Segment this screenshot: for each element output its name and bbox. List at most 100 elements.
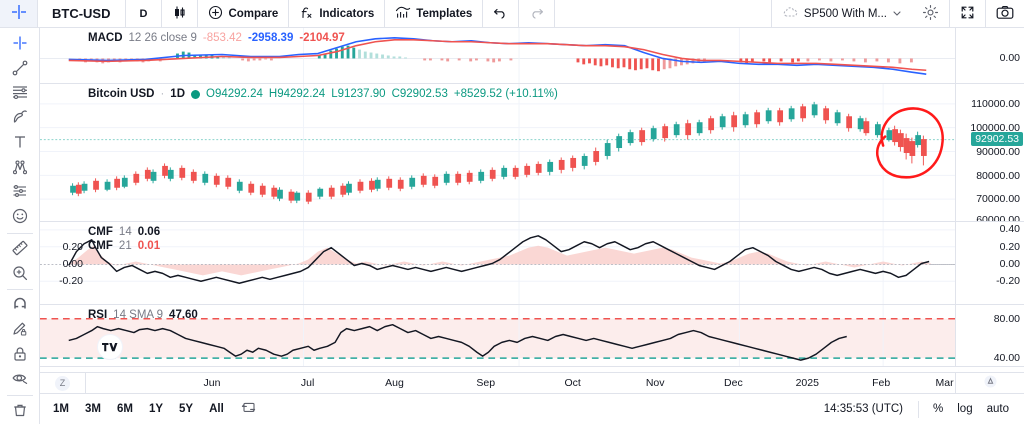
clock-label[interactable]: 14:35:53 (UTC) bbox=[823, 403, 904, 415]
range-1m-button[interactable]: 1M bbox=[53, 403, 69, 415]
undo-arrow-icon bbox=[493, 5, 508, 22]
horizontal-lines-tool[interactable] bbox=[4, 82, 36, 107]
cmf14-line bbox=[68, 235, 930, 284]
time-label-oct: Oct bbox=[564, 377, 581, 389]
cmf-left-scale: 0.20 0.00 -0.20 bbox=[40, 222, 86, 304]
log-scale-toggle[interactable]: log bbox=[957, 403, 973, 415]
measure-tool[interactable] bbox=[4, 237, 36, 262]
hide-drawings-tool[interactable] bbox=[4, 368, 36, 393]
templates-button[interactable]: Templates bbox=[385, 0, 484, 27]
cmf-pane[interactable]: 0.20 0.00 -0.20 CMF 14 0.06 CMF 21 0.01 bbox=[40, 222, 1024, 305]
toolbar-divider-3 bbox=[6, 395, 33, 397]
price-scale[interactable]: 110000.00 100000.00 90000.00 80000.00 70… bbox=[955, 84, 1024, 221]
range-buttons-group: 1M 3M 6M 1Y 5Y All bbox=[46, 398, 264, 421]
bottom-divider bbox=[918, 400, 920, 418]
range-3m-button[interactable]: 3M bbox=[84, 403, 101, 415]
cursor-crosshair-tool[interactable] bbox=[4, 32, 36, 57]
templates-label: Templates bbox=[416, 7, 473, 20]
camera-icon bbox=[996, 5, 1014, 23]
cmf-price-scale[interactable]: 0.40 0.20 0.00 -0.20 bbox=[955, 222, 1024, 304]
range-6m-button[interactable]: 6M bbox=[116, 403, 133, 415]
rsi-plot[interactable] bbox=[40, 305, 955, 366]
magnet-icon bbox=[11, 295, 29, 316]
magnet-tool[interactable] bbox=[4, 293, 36, 318]
price-tick-80000: 80000.00 bbox=[976, 169, 1020, 182]
macd-tick: 0.00 bbox=[999, 52, 1020, 65]
drawing-mode-tool[interactable] bbox=[4, 318, 36, 343]
lock-drawings-tool[interactable] bbox=[4, 343, 36, 368]
range-all-button[interactable]: All bbox=[209, 403, 224, 415]
range-1y-button[interactable]: 1Y bbox=[148, 403, 164, 415]
app-logo-button[interactable] bbox=[0, 0, 38, 27]
toolbar-spacer bbox=[555, 0, 772, 27]
layout-name-button[interactable]: SP500 With M... bbox=[772, 0, 912, 27]
macd-plot[interactable] bbox=[40, 28, 955, 83]
cloud-icon bbox=[782, 6, 799, 22]
fullscreen-icon bbox=[960, 5, 975, 23]
indicators-button[interactable]: Indicators bbox=[289, 0, 386, 27]
price-plot[interactable] bbox=[40, 84, 955, 221]
rsi-tick-80: 80.00 bbox=[993, 313, 1020, 326]
remove-drawings-tool[interactable] bbox=[4, 399, 36, 424]
time-axis-labels[interactable]: Jun Jul Aug Sep Oct Nov Dec 2025 Feb Mar bbox=[86, 373, 955, 393]
date-range-button[interactable] bbox=[233, 398, 264, 421]
indicators-label: Indicators bbox=[319, 7, 375, 20]
rsi-tick-40: 40.00 bbox=[993, 352, 1020, 365]
zoom-tool[interactable] bbox=[4, 262, 36, 287]
cmf-left-tick-0.00: 0.00 bbox=[62, 257, 83, 270]
text-tool[interactable] bbox=[4, 131, 36, 156]
cmf-left-tick--0.20: -0.20 bbox=[59, 275, 83, 288]
trend-line-tool[interactable] bbox=[4, 57, 36, 82]
toolbar-divider bbox=[6, 233, 33, 234]
cmf-plot[interactable] bbox=[40, 222, 955, 304]
auto-scale-toggle[interactable]: auto bbox=[986, 403, 1009, 415]
compare-button[interactable]: Compare bbox=[198, 0, 290, 27]
forecast-icon bbox=[11, 182, 29, 203]
time-axis-zoom-button[interactable]: Z bbox=[40, 373, 86, 393]
patterns-icon bbox=[11, 158, 29, 179]
time-axis-settings-button[interactable] bbox=[955, 373, 1024, 393]
interval-button[interactable]: D bbox=[126, 0, 163, 27]
toolbar-divider-2 bbox=[6, 289, 33, 291]
prediction-tool[interactable] bbox=[4, 181, 36, 206]
symbol-search-button[interactable]: BTC-USD bbox=[38, 0, 126, 27]
cmf-svg bbox=[40, 222, 955, 304]
rsi-pane[interactable]: RSI 14 SMA 9 47.60 80.00 40.00 bbox=[40, 305, 1024, 367]
redo-button[interactable] bbox=[519, 0, 556, 27]
rsi-price-scale[interactable]: 80.00 40.00 bbox=[955, 305, 1024, 366]
tradingview-logo-badge[interactable] bbox=[97, 334, 123, 360]
price-svg bbox=[40, 84, 955, 221]
brush-tool[interactable] bbox=[4, 106, 36, 131]
macd-pane[interactable]: MACD 12 26 close 9 -853.42 -2958.39 -210… bbox=[40, 28, 1024, 84]
horizontal-lines-icon bbox=[11, 83, 29, 104]
ruler-icon bbox=[11, 239, 29, 260]
chart-settings-button[interactable] bbox=[912, 0, 950, 27]
percent-scale-toggle[interactable]: % bbox=[933, 403, 944, 415]
fullscreen-button[interactable] bbox=[950, 0, 986, 27]
emoji-tool[interactable] bbox=[4, 205, 36, 230]
time-label-jul: Jul bbox=[300, 377, 315, 389]
chart-type-button[interactable] bbox=[162, 0, 199, 27]
crosshair-logo-icon bbox=[10, 3, 28, 24]
price-tick-110000: 110000.00 bbox=[971, 97, 1020, 110]
macd-price-scale[interactable]: 0.00 bbox=[955, 28, 1024, 83]
gear-icon bbox=[922, 4, 939, 24]
symbol-label: BTC-USD bbox=[52, 6, 111, 21]
rsi-band bbox=[40, 318, 955, 359]
price-pane[interactable]: Bitcoin USD · 1D O94292.24 H94292.24 L91… bbox=[40, 84, 1024, 222]
undo-button[interactable] bbox=[483, 0, 520, 27]
candles-icon bbox=[172, 5, 187, 23]
range-5y-button[interactable]: 5Y bbox=[179, 403, 194, 415]
cmf-tick-0.20: 0.20 bbox=[999, 240, 1020, 253]
time-label-aug: Aug bbox=[385, 377, 404, 389]
patterns-tool[interactable] bbox=[4, 156, 36, 181]
layout-name-label: SP500 With M... bbox=[803, 7, 887, 20]
snapshot-button[interactable] bbox=[986, 0, 1024, 27]
bottom-right-group: 14:35:53 (UTC) % log auto bbox=[816, 400, 1024, 418]
price-tick-70000: 70000.00 bbox=[976, 193, 1020, 206]
eye-icon bbox=[11, 369, 29, 390]
chart-body: MACD 12 26 close 9 -853.42 -2958.39 -210… bbox=[0, 28, 1024, 424]
time-axis: Z Jun Jul Aug Sep Oct Nov Dec 2025 Feb M… bbox=[40, 372, 1024, 394]
chevron-down-icon bbox=[892, 7, 902, 21]
candlesticks bbox=[70, 101, 927, 205]
